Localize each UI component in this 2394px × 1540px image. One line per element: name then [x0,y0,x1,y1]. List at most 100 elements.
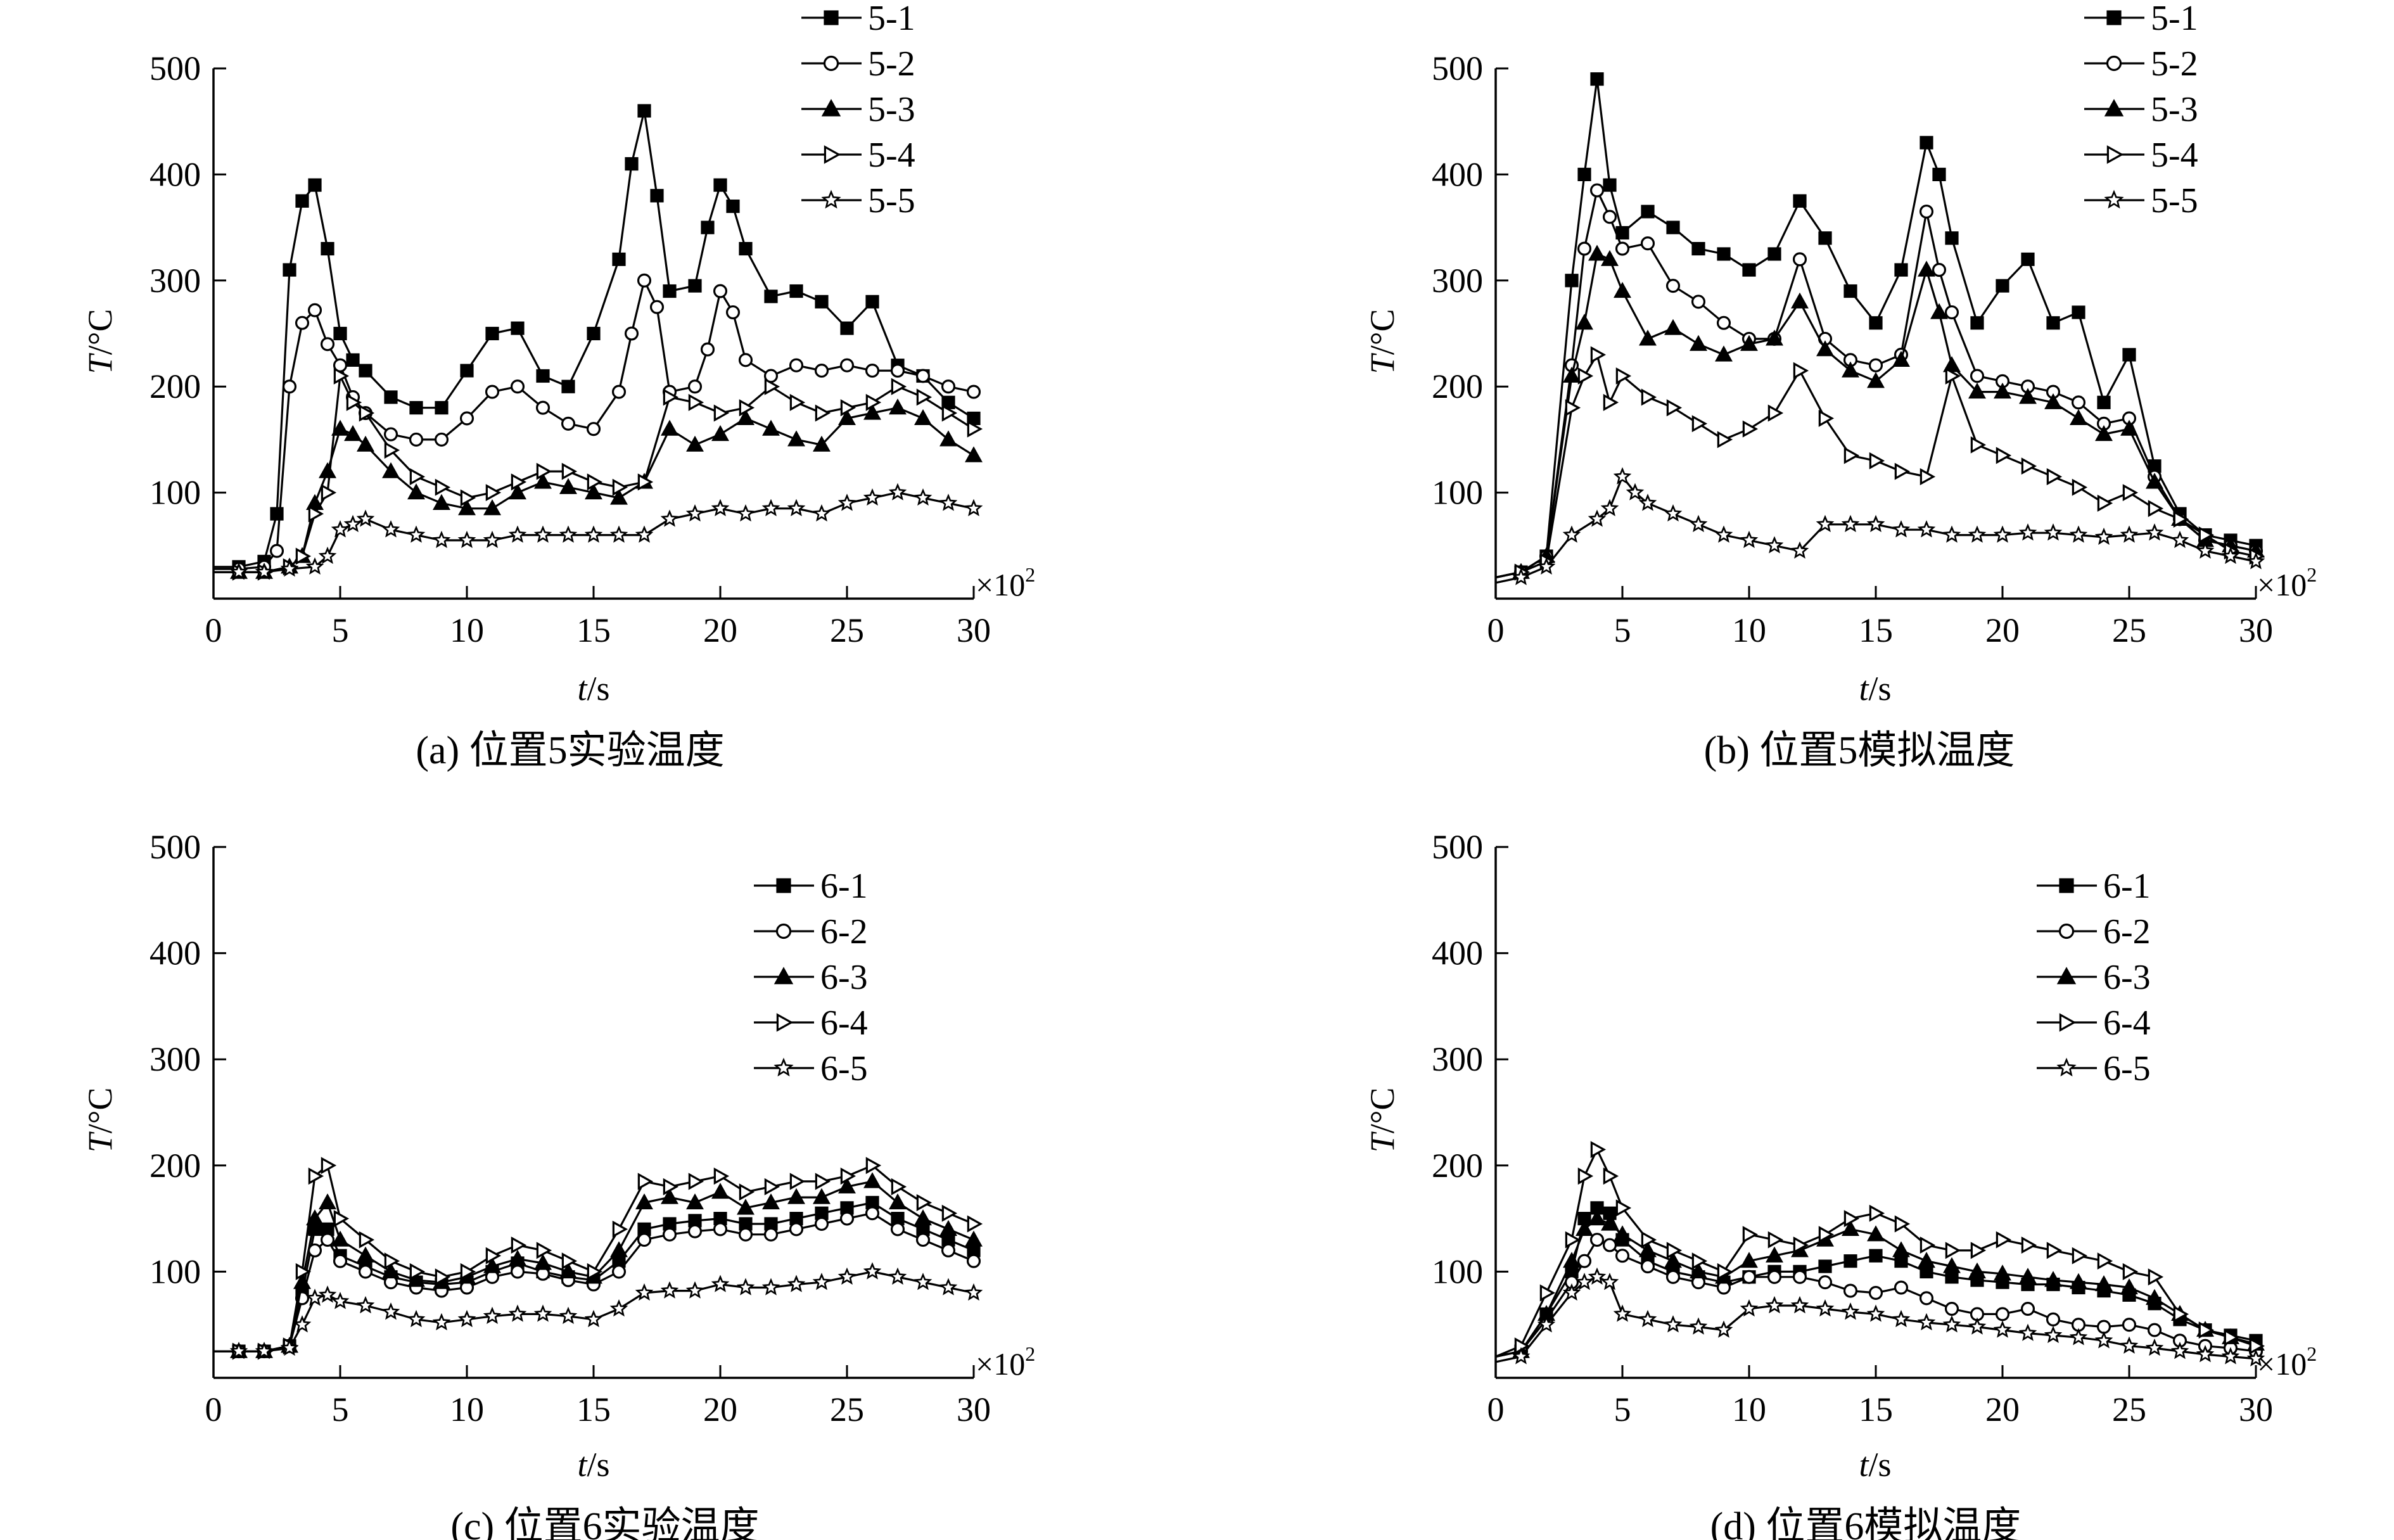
panel-c-series-6-3-point [737,1199,754,1215]
panel-a-series-5-3-point [863,404,881,420]
panel-d-series-6-2-point [1589,1233,1605,1247]
panel-c-series-6-4-point [409,1263,426,1280]
panel-a-series-5-2-point [637,273,652,288]
panel-c-series-6-4-point [637,1173,654,1190]
panel-d-series-6-4-point [2198,1321,2215,1339]
panel-b-series-5-3-point [1766,329,1783,346]
panel-a-series-5-5-point [736,504,755,522]
panel-b-series-5-1-point [1691,241,1705,256]
panel-d-series-6-5-point [1866,1304,1885,1322]
panel-d-y-tick-label: 400 [1432,934,1483,972]
panel-c-series-6-4-point [815,1173,831,1190]
panel-a-legend-item-5-5: 5-5 [801,181,915,220]
panel-b-x-tick-label: 25 [2112,611,2146,649]
panel-a-series-5-3-point [787,430,805,447]
panel-a-series-5-2-point [966,385,981,399]
panel-a-series-5-4-point [333,367,350,385]
panel-d-series-6-4-point [1641,1231,1657,1249]
panel-c-series-6-3-point [939,1219,957,1236]
panel-d-xlabel-var: t [1859,1446,1869,1484]
panel-c-x-tick-label: 10 [450,1390,484,1429]
panel-d-series-6-4-point [1970,1242,1987,1259]
panel-a-series-5-1-point [789,284,803,298]
panel-a-series-5-3-point [939,430,957,447]
panel-a-series-5-1-point [460,364,474,378]
panel-b-legend-item-5-3: 5-3 [2084,90,2198,129]
panel-c-legend-marker [774,967,794,984]
panel-a-x-multiplier-base: ×10 [976,567,1025,602]
panel-d-x-tick-label: 10 [1732,1390,1766,1429]
panel-a-series-5-2-point [789,358,804,372]
panel-c-series-6-2-point [865,1206,880,1221]
panel-d-series-6-2-point [1843,1283,1858,1298]
panel-d-series-6-4-point [1843,1210,1860,1228]
panel-b-series-5-2-line [1495,189,2257,579]
panel-a-series-5-5-point [381,520,400,538]
panel-d-series-6-2-point [1577,1254,1592,1268]
panel-b-series-5-3-point [1867,372,1885,388]
panel-b-series-5-2-point [1716,315,1731,330]
panel-b: 100 200 300 400 500 0 5 10 15 20 25 30 5-1 5-2 5-3 5-4 5… [1363,0,2317,772]
panel-d-ylabel-var: T [1363,1131,1401,1152]
panel-b-series-5-3-point [1690,334,1707,351]
panel-c-series-6-3-point [509,1249,526,1266]
panel-c-series-6-5-point [635,1283,654,1301]
panel-d-legend-marker [2059,878,2074,893]
panel-a-series-5-2-point [713,284,728,298]
panel-a-series-5-4-point [511,473,527,491]
panel-c-series-6-3-point [382,1262,400,1279]
panel-c-series-6-5-point [584,1309,603,1328]
panel-c-x-multiplier: ×102 [976,1342,1035,1382]
panel-c-y-tick-label: 300 [150,1040,201,1078]
panel-b-series-5-4-point [1793,362,1809,379]
panel-c-series-6-4-point [891,1178,907,1195]
panel-a-series-5-5-point [584,525,603,543]
panel-b-x-tick-label: 15 [1859,611,1893,649]
panel-a-x-multiplier-exp: 2 [1025,563,1035,586]
panel-d-series-6-2-point [2147,1323,2162,1337]
panel-d-y-tick-label: 500 [1432,828,1483,866]
panel-d-series-6-5-point [1968,1317,1987,1335]
panel-a-series-5-2-point [611,385,627,399]
panel-c-series-6-4-point [865,1157,882,1174]
panel-b-series-5-1-point [2046,316,2060,330]
panel-d-series-6-4-point [1590,1141,1607,1159]
panel-b-series-5-5-point [1892,520,1911,538]
panel-d-series-6-1-point [1818,1259,1832,1273]
panel-b-series-5-4-point [1577,367,1594,385]
panel-b-series-5-1-point [1818,231,1832,245]
panel-d-series-6-3-point [1766,1246,1783,1263]
panel-c-series-6-3-point [686,1193,704,1210]
panel-d-series-6-2-point [1741,1270,1757,1284]
panel-a-series-5-1-point [359,364,372,378]
panel-a-y-tick-label: 400 [150,155,201,193]
panel-d-series-6-2-point [1944,1302,1959,1316]
panel-a-series-5-1-point [701,220,715,234]
panel-d-series-6-5-point [1816,1299,1835,1317]
panel-b-y-tick-label: 400 [1432,155,1483,193]
panel-a-series-5-3-point [344,424,362,442]
panel-c-series-6-2-point [320,1233,335,1247]
panel-a-ylabel: T/°C [81,309,119,374]
panel-a-series-5-2-point [295,315,310,330]
panel-b-series-5-1-point [2072,305,2085,319]
panel-c-series-6-3-point [838,1177,856,1193]
panel-b-series-5-3-point [1791,292,1809,309]
panel-d-series-6-4-point [2224,1328,2240,1346]
panel-d-xlabel: t/s [1859,1446,1891,1484]
panel-c-legend-item-6-4: 6-4 [754,1003,868,1043]
panel-d-series-6-2-point [2046,1312,2061,1327]
panel-a-series-5-1-point [764,290,778,303]
panel-a-legend-marker [824,10,839,25]
panel-d-x-tick-label: 15 [1859,1390,1893,1429]
panel-d-series-6-4-point [1577,1168,1594,1185]
panel-d-series-6-5-point [2221,1347,2240,1365]
panel-d-series-6-5-point [1714,1320,1733,1338]
panel-d-series-6-5-point [1689,1317,1708,1335]
panel-c-series-6-2-point [915,1233,931,1247]
panel-b-series-5-4-point [1641,388,1657,406]
panel-d-series-6-2-point [2020,1302,2035,1316]
panel-a-series-5-5-point [331,520,350,538]
panel-d-series-6-5-point [2044,1325,2063,1344]
panel-b-series-5-1-point [1767,247,1781,261]
